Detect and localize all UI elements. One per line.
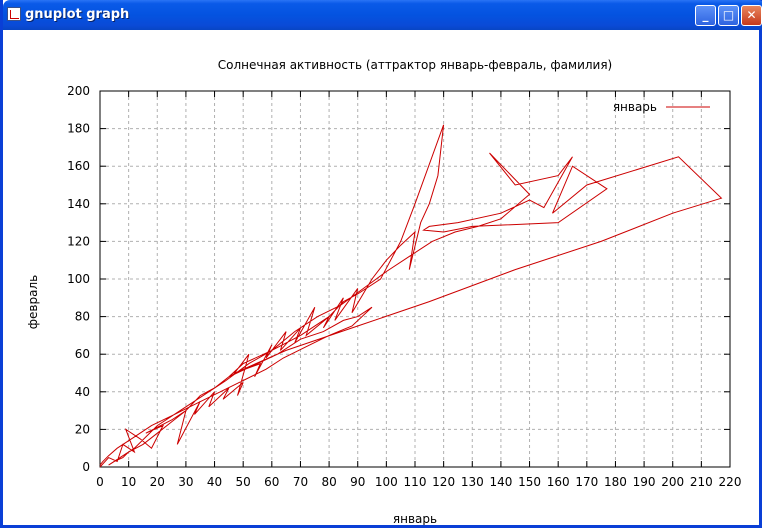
y-tick-label: 20 (75, 422, 90, 436)
y-tick-label: 200 (67, 84, 90, 98)
x-tick-label: 20 (150, 475, 165, 489)
x-tick-label: 160 (547, 475, 570, 489)
x-tick-label: 40 (207, 475, 222, 489)
x-tick-label: 180 (604, 475, 627, 489)
x-tick-label: 60 (264, 475, 279, 489)
minimize-button[interactable]: _ (695, 5, 716, 26)
x-tick-label: 200 (661, 475, 684, 489)
series-layer (99, 124, 723, 468)
x-tick-label: 130 (461, 475, 484, 489)
x-tick-label: 190 (633, 475, 656, 489)
y-tick-label: 160 (67, 159, 90, 173)
window-title: gnuplot graph (25, 7, 130, 22)
y-tick-label: 60 (75, 347, 90, 361)
app-icon[interactable] (7, 7, 21, 21)
x-tick-label: 70 (293, 475, 308, 489)
x-tick-label: 220 (719, 475, 742, 489)
axis-ticks: 0 10 20 30 40 50 60 70 80 90 100 110 120 130 140 150 160… (67, 84, 741, 489)
y-tick-label: 40 (75, 385, 90, 399)
x-tick-label: 90 (350, 475, 365, 489)
x-tick-label: 50 (236, 475, 251, 489)
x-tick-label: 30 (178, 475, 193, 489)
y-tick-label: 0 (82, 460, 90, 474)
x-tick-label: 150 (518, 475, 541, 489)
y-tick-label: 100 (67, 272, 90, 286)
y-tick-label: 80 (75, 310, 90, 324)
legend: январь (613, 100, 710, 114)
x-tick-label: 10 (121, 475, 136, 489)
maximize-button[interactable]: □ (718, 5, 739, 26)
chart-title: Солнечная активность (аттрактор январь-ф… (218, 58, 612, 72)
close-button[interactable]: ✕ (741, 5, 762, 26)
x-axis-label: январь (393, 512, 437, 525)
title-bar[interactable]: gnuplot graph _ □ ✕ (3, 0, 762, 30)
x-tick-label: 0 (96, 475, 104, 489)
x-tick-label: 100 (375, 475, 398, 489)
chart-canvas: Солнечная активность (аттрактор январь-ф… (26, 58, 741, 525)
grid-lines (100, 91, 730, 467)
x-tick-label: 170 (575, 475, 598, 489)
y-tick-label: 140 (67, 197, 90, 211)
y-tick-label: 120 (67, 234, 90, 248)
x-tick-label: 110 (404, 475, 427, 489)
plot-frame (99, 90, 731, 468)
legend-label: январь (613, 100, 657, 114)
y-tick-label: 180 (67, 122, 90, 136)
y-axis-label: февраль (26, 275, 40, 329)
x-tick-label: 140 (489, 475, 512, 489)
x-tick-label: 210 (690, 475, 713, 489)
series-line-январь (99, 124, 723, 468)
x-tick-label: 80 (321, 475, 336, 489)
x-tick-label: 120 (432, 475, 455, 489)
